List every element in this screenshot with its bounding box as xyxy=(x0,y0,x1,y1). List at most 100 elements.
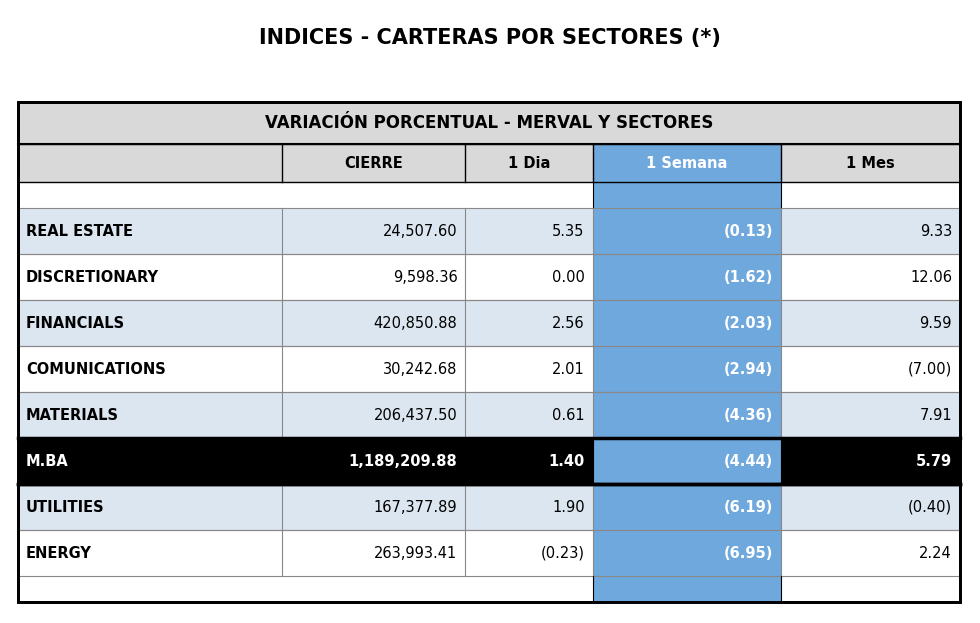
Bar xyxy=(593,300,781,346)
Bar xyxy=(593,576,781,602)
Bar xyxy=(781,530,960,576)
Bar xyxy=(593,346,781,392)
Text: 5.79: 5.79 xyxy=(916,454,952,468)
Text: COMUNICATIONS: COMUNICATIONS xyxy=(26,361,166,376)
Text: 2.24: 2.24 xyxy=(919,546,952,561)
Bar xyxy=(282,346,465,392)
Text: 1,189,209.88: 1,189,209.88 xyxy=(349,454,458,468)
Text: UTILITIES: UTILITIES xyxy=(26,500,105,515)
Text: 5.35: 5.35 xyxy=(553,224,585,239)
Bar xyxy=(18,530,282,576)
Text: (6.95): (6.95) xyxy=(723,546,773,561)
Text: (7.00): (7.00) xyxy=(907,361,952,376)
Bar xyxy=(282,254,465,300)
Bar xyxy=(282,182,465,208)
Text: CIERRE: CIERRE xyxy=(344,156,403,171)
Text: (1.62): (1.62) xyxy=(723,270,773,285)
Bar xyxy=(593,144,781,182)
Bar xyxy=(18,102,960,602)
Bar xyxy=(18,208,282,254)
Text: 7.91: 7.91 xyxy=(919,407,952,422)
Text: 167,377.89: 167,377.89 xyxy=(373,500,458,515)
Bar xyxy=(282,438,465,484)
Text: (4.36): (4.36) xyxy=(724,407,773,422)
Bar xyxy=(282,484,465,530)
Bar xyxy=(18,300,282,346)
Text: 24,507.60: 24,507.60 xyxy=(383,224,458,239)
Bar xyxy=(282,576,465,602)
Bar xyxy=(593,484,781,530)
Bar xyxy=(282,208,465,254)
Text: (2.94): (2.94) xyxy=(724,361,773,376)
Text: M.BA: M.BA xyxy=(26,454,69,468)
Bar xyxy=(593,438,781,484)
Bar xyxy=(466,346,593,392)
Bar xyxy=(781,346,960,392)
Text: 1 Dia: 1 Dia xyxy=(508,156,550,171)
Bar xyxy=(282,144,465,182)
Bar xyxy=(466,144,593,182)
Bar xyxy=(781,438,960,484)
Bar xyxy=(466,484,593,530)
Bar xyxy=(593,254,781,300)
Bar xyxy=(781,144,960,182)
Text: 2.01: 2.01 xyxy=(552,361,585,376)
Text: ENERGY: ENERGY xyxy=(26,546,92,561)
Text: 0.61: 0.61 xyxy=(552,407,585,422)
Text: 420,850.88: 420,850.88 xyxy=(373,315,458,330)
Text: 12.06: 12.06 xyxy=(910,270,952,285)
Text: 30,242.68: 30,242.68 xyxy=(383,361,458,376)
Text: 1.40: 1.40 xyxy=(549,454,585,468)
Bar xyxy=(781,392,960,438)
Text: 1 Mes: 1 Mes xyxy=(846,156,895,171)
Bar xyxy=(781,484,960,530)
Text: (4.44): (4.44) xyxy=(724,454,773,468)
Bar xyxy=(593,392,781,438)
Bar xyxy=(282,300,465,346)
Text: (2.03): (2.03) xyxy=(723,315,773,330)
Text: (0.13): (0.13) xyxy=(723,224,773,239)
Bar xyxy=(18,144,282,182)
Bar xyxy=(781,576,960,602)
Bar xyxy=(18,438,282,484)
Bar xyxy=(18,576,282,602)
Bar xyxy=(18,346,282,392)
Text: 9.33: 9.33 xyxy=(920,224,952,239)
Bar xyxy=(781,208,960,254)
Text: (0.40): (0.40) xyxy=(907,500,952,515)
Text: REAL ESTATE: REAL ESTATE xyxy=(26,224,133,239)
Text: 206,437.50: 206,437.50 xyxy=(373,407,458,422)
Bar xyxy=(781,254,960,300)
Text: 1.90: 1.90 xyxy=(552,500,585,515)
Text: 9,598.36: 9,598.36 xyxy=(393,270,458,285)
Bar xyxy=(18,254,282,300)
Text: FINANCIALS: FINANCIALS xyxy=(26,315,125,330)
Text: 2.56: 2.56 xyxy=(552,315,585,330)
Bar xyxy=(593,530,781,576)
Bar xyxy=(282,530,465,576)
Text: VARIACIÓN PORCENTUAL - MERVAL Y SECTORES: VARIACIÓN PORCENTUAL - MERVAL Y SECTORES xyxy=(265,114,713,132)
Bar xyxy=(18,392,282,438)
Bar xyxy=(593,182,781,208)
Bar xyxy=(466,300,593,346)
Text: DISCRETIONARY: DISCRETIONARY xyxy=(26,270,159,285)
Text: (0.23): (0.23) xyxy=(541,546,585,561)
Bar xyxy=(18,102,960,602)
Bar xyxy=(18,102,960,144)
Text: 0.00: 0.00 xyxy=(552,270,585,285)
Bar xyxy=(466,182,593,208)
Bar xyxy=(18,484,282,530)
Text: MATERIALS: MATERIALS xyxy=(26,407,119,422)
Bar xyxy=(18,182,282,208)
Bar xyxy=(466,254,593,300)
Bar xyxy=(282,392,465,438)
Bar xyxy=(781,182,960,208)
Text: (6.19): (6.19) xyxy=(723,500,773,515)
Bar xyxy=(466,438,593,484)
Bar xyxy=(466,392,593,438)
Bar xyxy=(466,530,593,576)
Text: INDICES - CARTERAS POR SECTORES (*): INDICES - CARTERAS POR SECTORES (*) xyxy=(259,28,721,48)
Bar xyxy=(781,300,960,346)
Bar xyxy=(466,576,593,602)
Bar xyxy=(593,208,781,254)
